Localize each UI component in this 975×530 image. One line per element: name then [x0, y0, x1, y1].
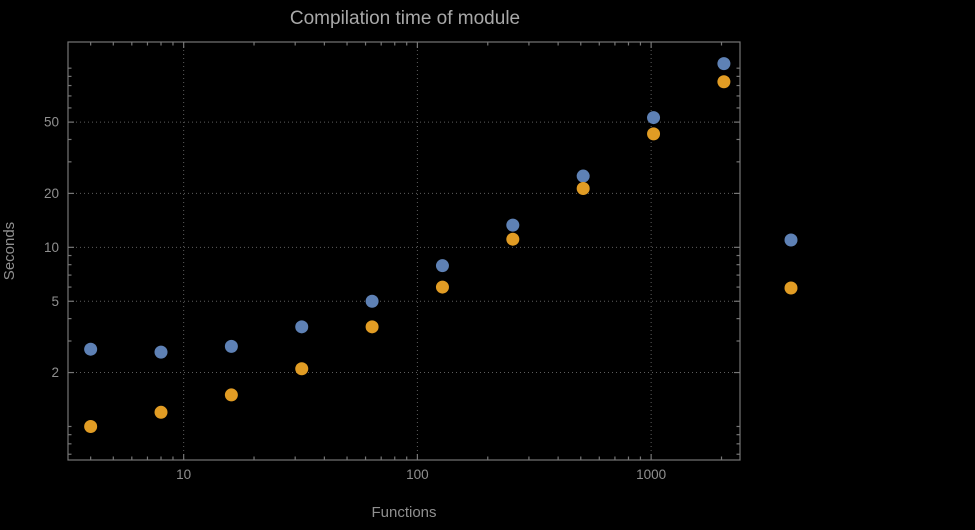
data-points — [84, 57, 731, 433]
legend-marker-series-2 — [784, 281, 798, 295]
data-point-series-1 — [647, 111, 661, 125]
y-tick-label: 50 — [44, 115, 59, 130]
data-point-series-1 — [84, 342, 98, 356]
data-point-series-2 — [647, 127, 661, 141]
y-tick-label: 20 — [44, 186, 59, 201]
data-point-series-2 — [717, 75, 731, 89]
data-point-series-2 — [365, 320, 379, 334]
data-point-series-1 — [224, 339, 238, 353]
data-point-series-2 — [576, 182, 590, 196]
data-point-series-1 — [576, 169, 590, 183]
plot-frame — [67, 41, 741, 461]
y-tick-label: 10 — [44, 240, 59, 255]
y-tick-label: 2 — [51, 365, 59, 380]
data-point-series-2 — [154, 405, 168, 419]
legend-marker-series-1 — [784, 233, 798, 247]
data-point-series-1 — [506, 218, 520, 232]
data-point-series-1 — [154, 345, 168, 359]
data-point-series-1 — [365, 294, 379, 308]
ticks — [68, 42, 740, 460]
y-tick-label: 5 — [51, 294, 59, 309]
tick-labels: 10 100 1000 2 5 10 20 50 — [44, 115, 666, 482]
x-axis-label: Functions — [371, 504, 436, 521]
data-point-series-2 — [506, 232, 520, 246]
data-point-series-2 — [84, 419, 98, 433]
y-axis-label: Seconds — [1, 222, 18, 280]
data-point-series-1 — [295, 320, 309, 334]
data-point-series-1 — [717, 57, 731, 71]
data-point-series-2 — [224, 388, 238, 402]
legend — [784, 233, 798, 295]
x-tick-label: 1000 — [636, 467, 666, 482]
x-tick-label: 10 — [176, 467, 191, 482]
data-point-series-2 — [435, 280, 449, 294]
x-tick-label: 100 — [406, 467, 429, 482]
chart-title: Compilation time of module — [290, 8, 520, 29]
gridlines — [68, 42, 740, 460]
data-point-series-2 — [295, 362, 309, 376]
data-point-series-1 — [435, 259, 449, 273]
